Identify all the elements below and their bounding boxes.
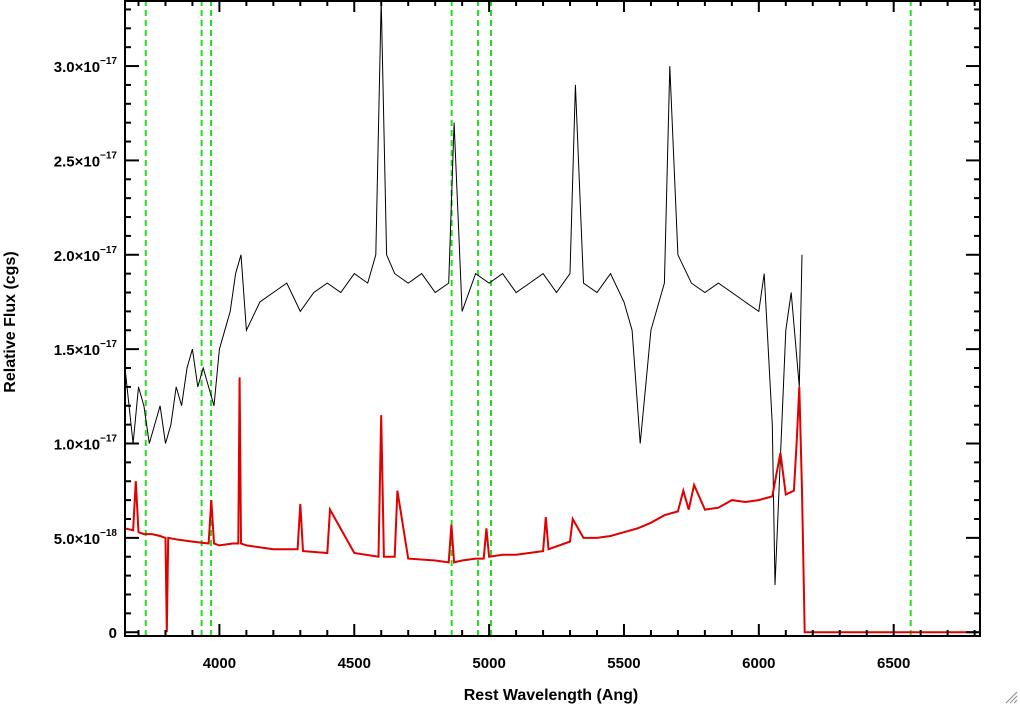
y-tick-labels: 05.0×10−181.0×10−171.5×10−172.0×10−172.5… [54,56,118,642]
y-axis-label: Relative Flux (cgs) [2,251,19,392]
resize-grip-icon[interactable] [1004,690,1018,704]
x-tick-label: 4500 [338,655,371,672]
y-tick-label: 0 [109,625,117,642]
x-tick-label: 5000 [472,655,505,672]
x-tick-label: 4000 [203,655,236,672]
x-axis-label: Rest Wavelength (Ang) [464,687,639,704]
plot-frame [124,0,981,637]
reference-lines [144,0,912,636]
y-tick-label: 1.0×10−17 [54,434,118,454]
y-tick-mantissa: 1.0×10 [54,437,100,454]
y-tick-label: 1.5×10−17 [54,339,118,359]
x-tick-labels: 4000 4500 5000 5500 6000 6500 [203,655,911,672]
y-tick-label: 5.0×10−18 [54,528,118,548]
y-tick-mantissa: 2.5×10 [54,153,100,170]
y-tick-label: 2.5×10−17 [54,150,118,170]
y-tick-exponent: −17 [100,56,117,67]
y-tick-label: 3.0×10−17 [54,56,118,76]
x-tick-label: 5500 [607,655,640,672]
y-tick-exponent: −17 [100,150,117,161]
series-line-1 [124,377,980,634]
y-tick-mantissa: 2.0×10 [54,248,100,265]
x-tick-label: 6500 [877,655,910,672]
y-tick-exponent: −17 [100,434,117,445]
y-tick-mantissa: 5.0×10 [54,531,100,548]
y-tick-exponent: −18 [100,528,117,539]
y-tick-mantissa: 3.0×10 [54,59,100,76]
series-layer [124,0,980,634]
x-tick-label: 6000 [742,655,775,672]
y-tick-exponent: −17 [100,339,117,350]
y-tick-mantissa: 0 [109,625,117,642]
y-tick-exponent: −17 [100,245,117,256]
series-line-0 [124,0,803,586]
axis-ticks [125,0,980,636]
y-tick-label: 2.0×10−17 [54,245,118,265]
y-tick-mantissa: 1.5×10 [54,342,100,359]
